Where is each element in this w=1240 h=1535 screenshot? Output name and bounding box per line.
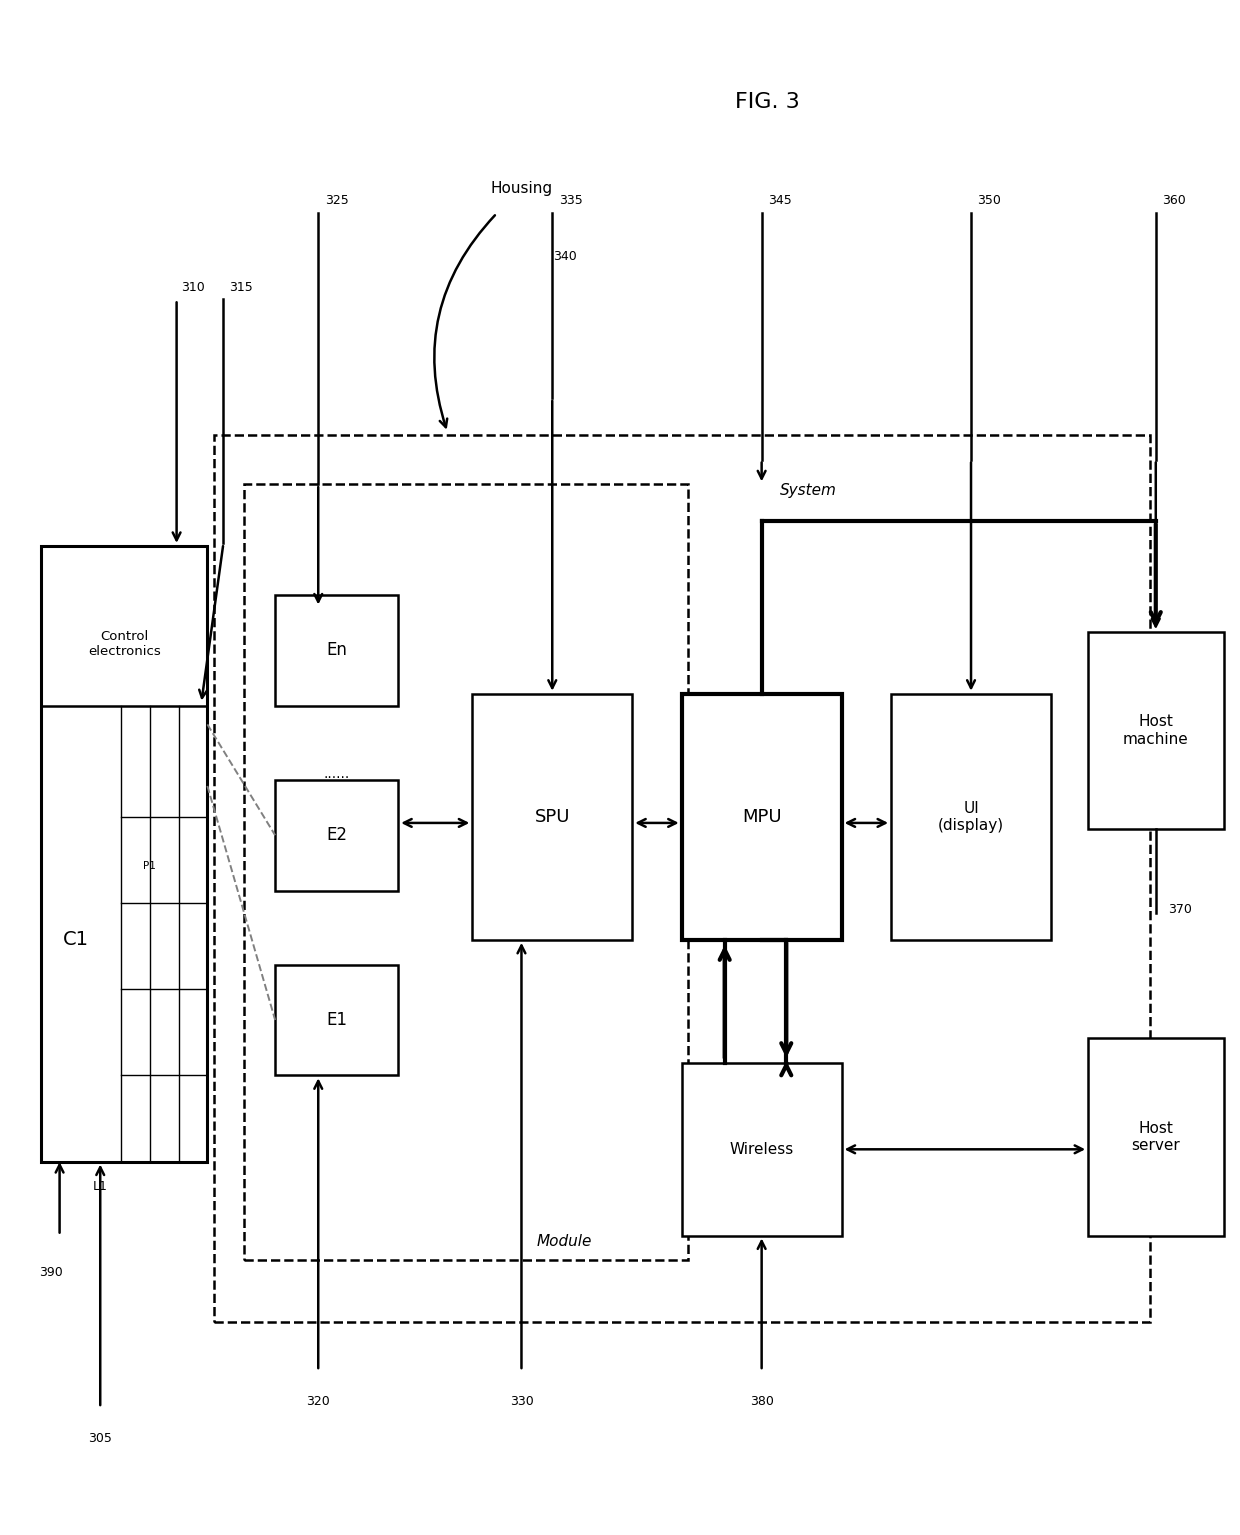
Bar [275,964,398,1076]
Text: 310: 310 [181,281,205,293]
Bar [682,1064,842,1236]
Text: Wireless: Wireless [729,1142,794,1157]
Bar [41,546,207,1162]
Text: 305: 305 [88,1432,112,1446]
Text: System: System [780,484,837,497]
Bar [275,596,398,706]
Bar [472,694,632,939]
Text: ......: ...... [324,766,350,781]
Bar [1087,1039,1224,1236]
Text: MPU: MPU [742,807,781,826]
Text: C1: C1 [62,930,88,950]
Text: 390: 390 [40,1266,63,1279]
Text: 325: 325 [325,195,348,207]
Text: 330: 330 [510,1395,533,1408]
Text: 360: 360 [1162,195,1187,207]
Bar [275,780,398,890]
Text: 320: 320 [306,1395,330,1408]
Text: E1: E1 [326,1012,347,1028]
Text: UI
(display): UI (display) [937,801,1004,834]
Text: 350: 350 [977,195,1002,207]
Text: 380: 380 [750,1395,774,1408]
Text: 335: 335 [559,195,583,207]
Bar [892,694,1052,939]
Text: Host
machine: Host machine [1123,714,1189,746]
Text: SPU: SPU [534,807,570,826]
Text: E2: E2 [326,826,347,844]
Text: 315: 315 [228,281,253,293]
Text: 340: 340 [553,250,577,262]
Text: 370: 370 [1168,903,1193,916]
Bar [244,484,688,1260]
Text: Control
electronics: Control electronics [88,631,161,659]
Bar [682,694,842,939]
Bar [213,434,1149,1322]
Text: En: En [326,642,347,660]
Text: Module: Module [537,1234,593,1249]
Text: Host
server: Host server [1131,1121,1180,1153]
Text: Housing: Housing [490,181,553,196]
Text: P1: P1 [143,861,156,870]
Text: FIG. 3: FIG. 3 [735,92,800,112]
Text: L1: L1 [93,1180,108,1193]
Bar [1087,632,1224,829]
Text: 345: 345 [769,195,792,207]
